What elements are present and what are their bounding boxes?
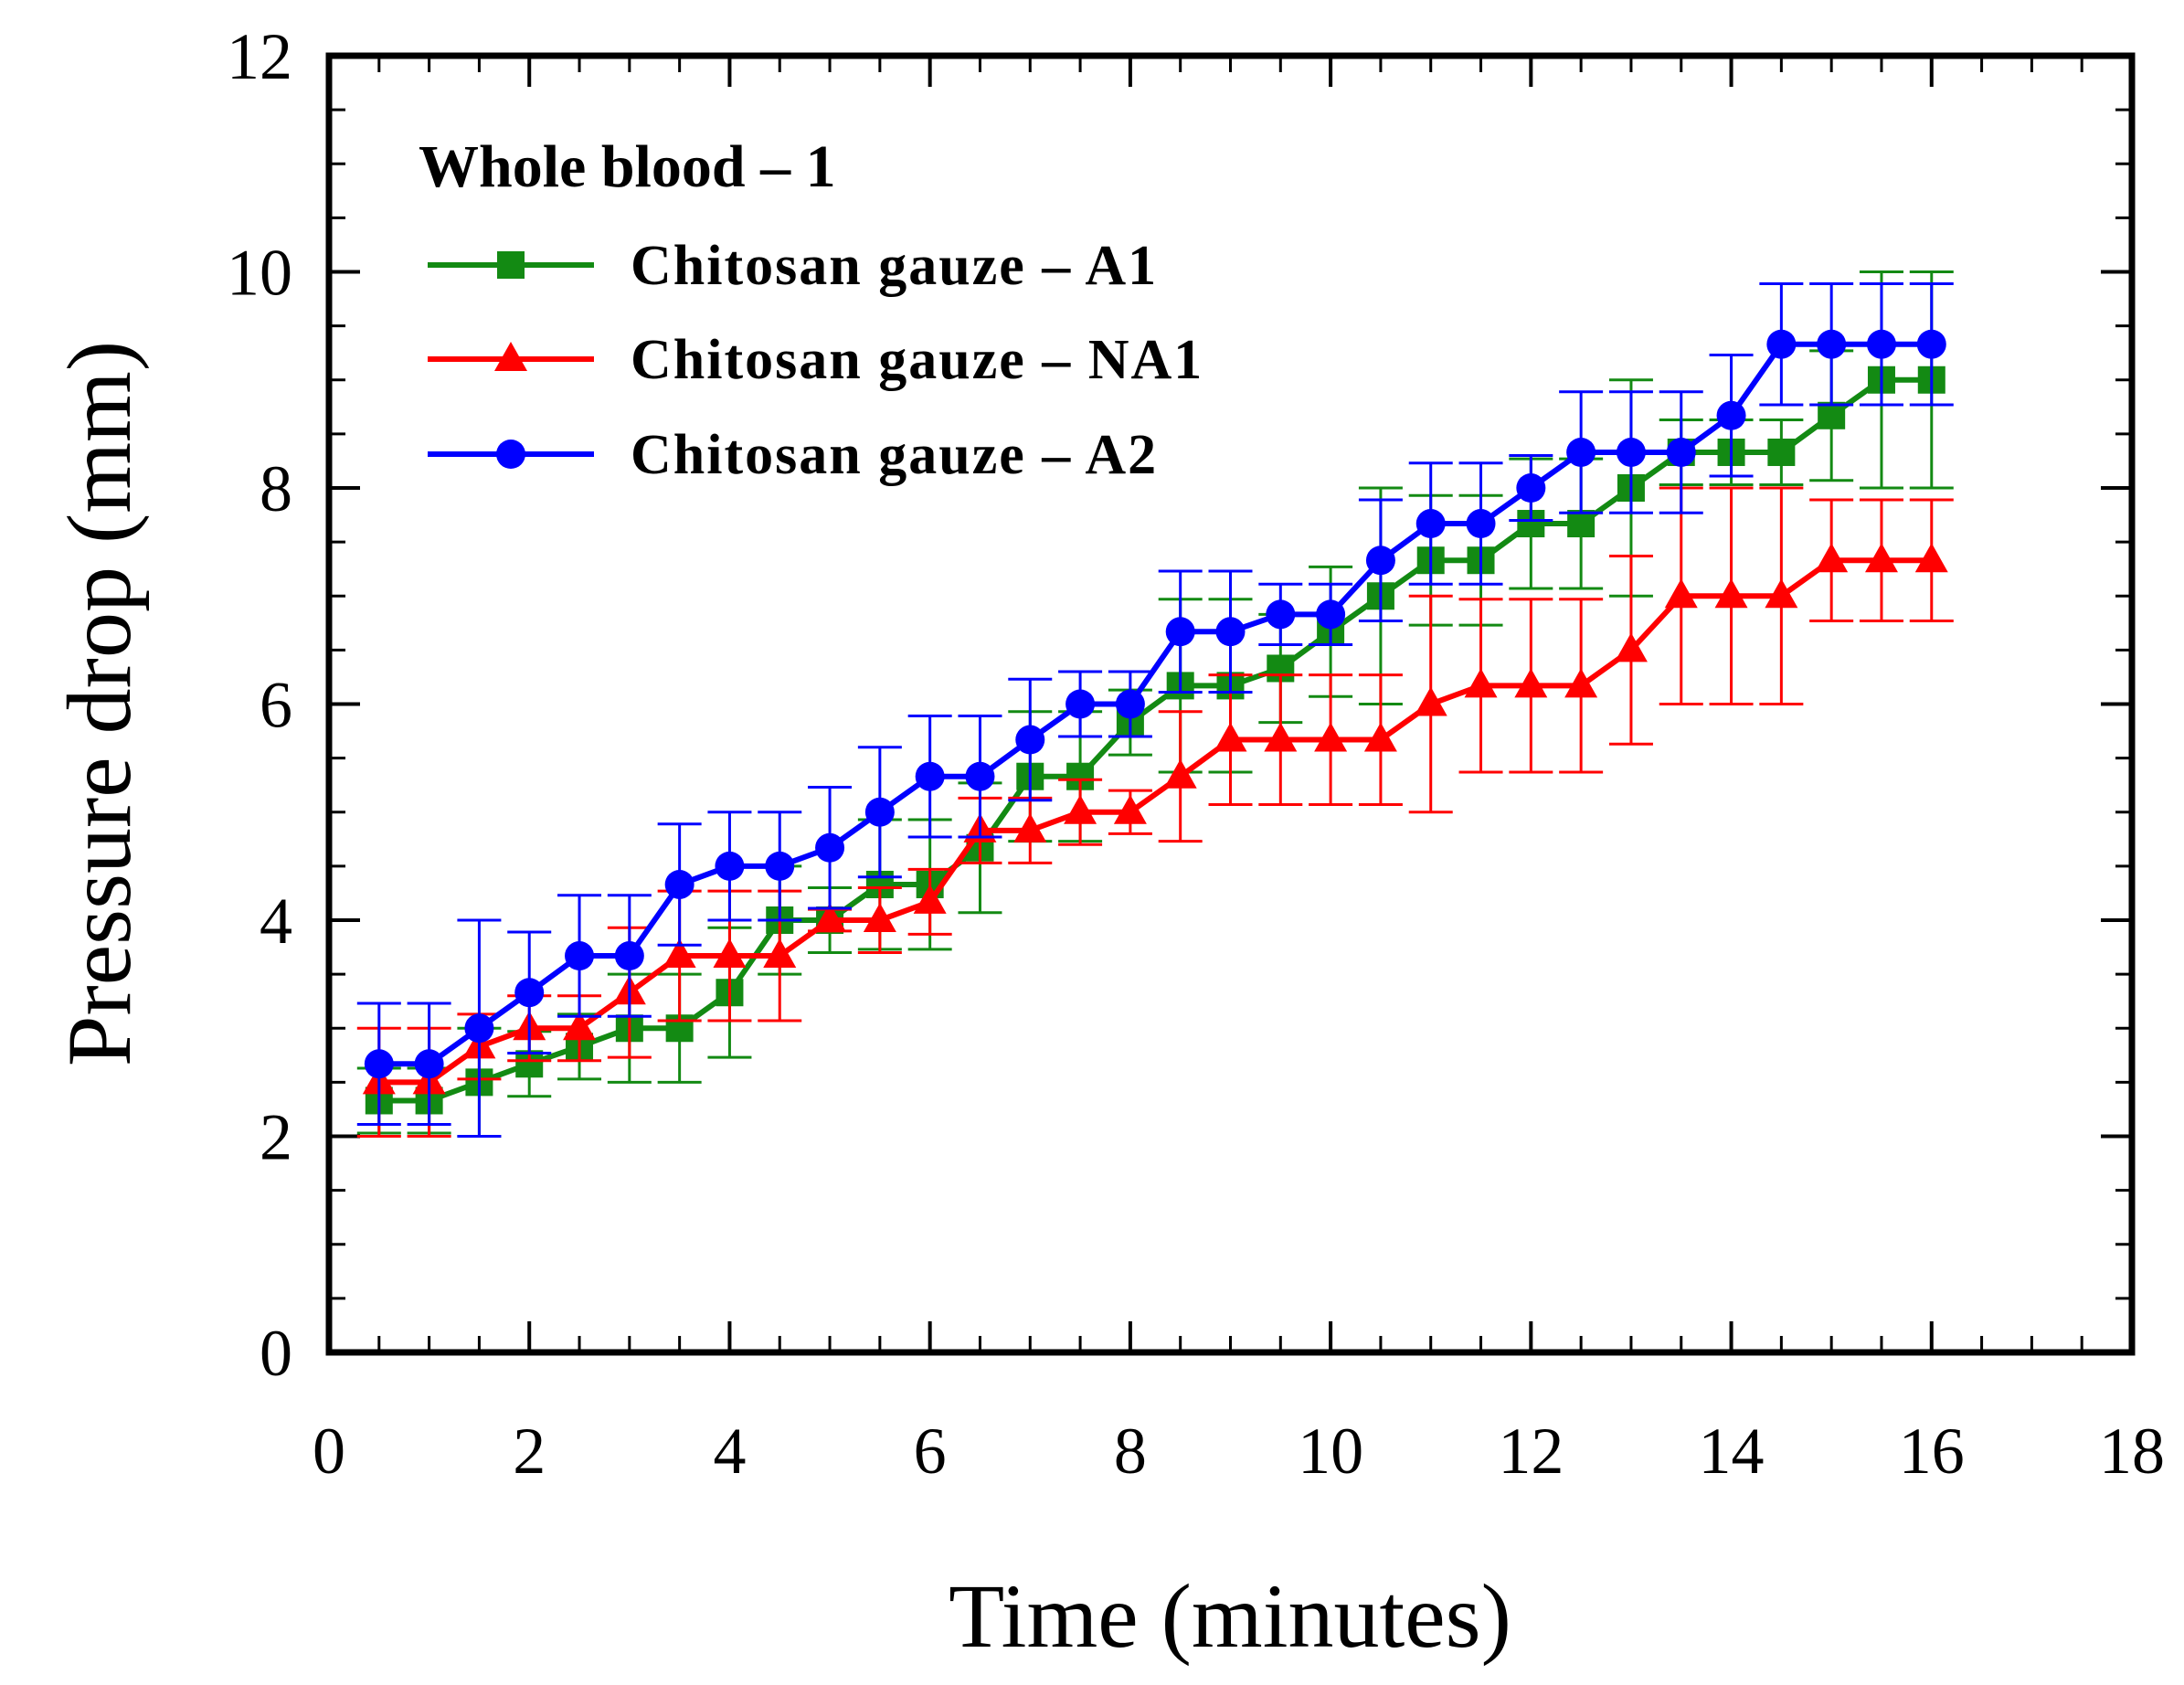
x-tick-label: 12 [1498,1415,1564,1488]
x-tick-label: 8 [1114,1415,1147,1488]
data-point [1664,578,1698,609]
series-2 [356,486,1954,1138]
data-point [1365,546,1395,576]
data-point [1914,543,1948,573]
data-point [1916,329,1946,359]
data-point [1666,437,1696,467]
x-tick-label: 0 [313,1415,345,1488]
data-point [1113,794,1147,824]
data-point [563,1011,597,1041]
data-point [664,869,694,899]
data-point [1767,438,1796,466]
data-point [1566,437,1596,467]
data-point [765,851,795,881]
y-tick-label: 8 [260,452,292,525]
data-point [1316,599,1346,630]
data-point [815,832,845,863]
data-point [1015,725,1045,755]
y-tick-label: 12 [227,20,292,93]
data-point [1466,509,1496,539]
data-point [1818,401,1846,429]
data-point [1514,668,1548,698]
x-tick-label: 6 [914,1415,947,1488]
data-point [715,851,745,881]
y-axis-title: Pressure drop (mm) [48,341,150,1066]
legend: Whole blood – 1 Chitosan gauze – A1 Chito… [419,133,1203,486]
legend-label: Chitosan gauze – A1 [631,235,1158,297]
x-tick-label: 16 [1899,1415,1965,1488]
legend-marker [496,440,525,469]
legend-marker [494,342,527,371]
data-point [763,938,797,969]
y-tick-label: 6 [260,669,292,742]
x-tick-label: 2 [513,1415,546,1488]
data-point [614,941,644,971]
x-axis-title: Time (minutes) [949,1565,1511,1667]
x-tick-label: 18 [2099,1415,2165,1488]
data-point [863,903,896,932]
data-point [1765,578,1798,609]
data-point [1614,632,1648,662]
series-3 [356,282,1954,1138]
data-point [1714,578,1748,609]
data-point [1314,722,1348,752]
plot-frame [325,52,2136,1356]
y-tick-label: 2 [260,1101,292,1174]
data-point [364,1049,394,1079]
data-point [1464,668,1498,698]
data-point [1864,543,1898,573]
data-point [1013,812,1047,842]
data-point [1815,543,1849,573]
data-point [915,761,945,791]
data-point [514,978,545,1008]
data-point [1064,794,1097,824]
legend-title: Whole blood – 1 [419,133,836,200]
x-tick-label: 14 [1699,1415,1765,1488]
data-point [713,938,747,969]
data-point [1115,689,1145,719]
data-point [1264,722,1298,752]
data-point [1414,686,1447,716]
data-point [913,884,947,914]
data-point [1165,617,1195,647]
y-tick-label: 4 [260,885,292,958]
data-point [1716,400,1746,430]
data-point [1866,329,1896,359]
data-point [864,797,895,827]
data-point [1516,473,1546,503]
legend-label: Chitosan gauze – NA1 [631,329,1203,391]
data-point [1215,617,1246,647]
data-point [1065,689,1096,719]
x-tick-label: 10 [1298,1415,1363,1488]
legend-label: Chitosan gauze – A2 [631,424,1158,486]
data-point [1163,758,1197,789]
data-point [663,938,696,969]
legend-marker [497,251,525,279]
data-point [1616,437,1646,467]
data-point [1567,510,1596,538]
series-layer [356,270,1954,1138]
data-point [1817,329,1847,359]
data-point [1415,509,1446,539]
y-tick-label: 0 [260,1317,292,1390]
data-point [1266,599,1296,630]
y-tick-labels: 0 2 4 6 8 10 12 [227,20,292,1390]
x-tick-labels: 0 2 4 6 8 10 12 14 16 18 [313,1415,2165,1488]
data-point [414,1049,444,1079]
data-point [464,1013,494,1044]
data-point [813,903,847,932]
y-tick-label: 10 [227,237,292,310]
data-point [1564,668,1598,698]
data-point [1766,329,1797,359]
data-point [1363,722,1397,752]
data-point [965,761,995,791]
x-tick-label: 4 [713,1415,746,1488]
data-point [1214,722,1247,752]
data-point [565,941,595,971]
